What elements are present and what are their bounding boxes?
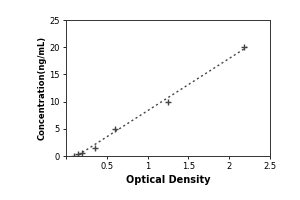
X-axis label: Optical Density: Optical Density (126, 175, 210, 185)
Y-axis label: Concentration(ng/mL): Concentration(ng/mL) (38, 36, 46, 140)
